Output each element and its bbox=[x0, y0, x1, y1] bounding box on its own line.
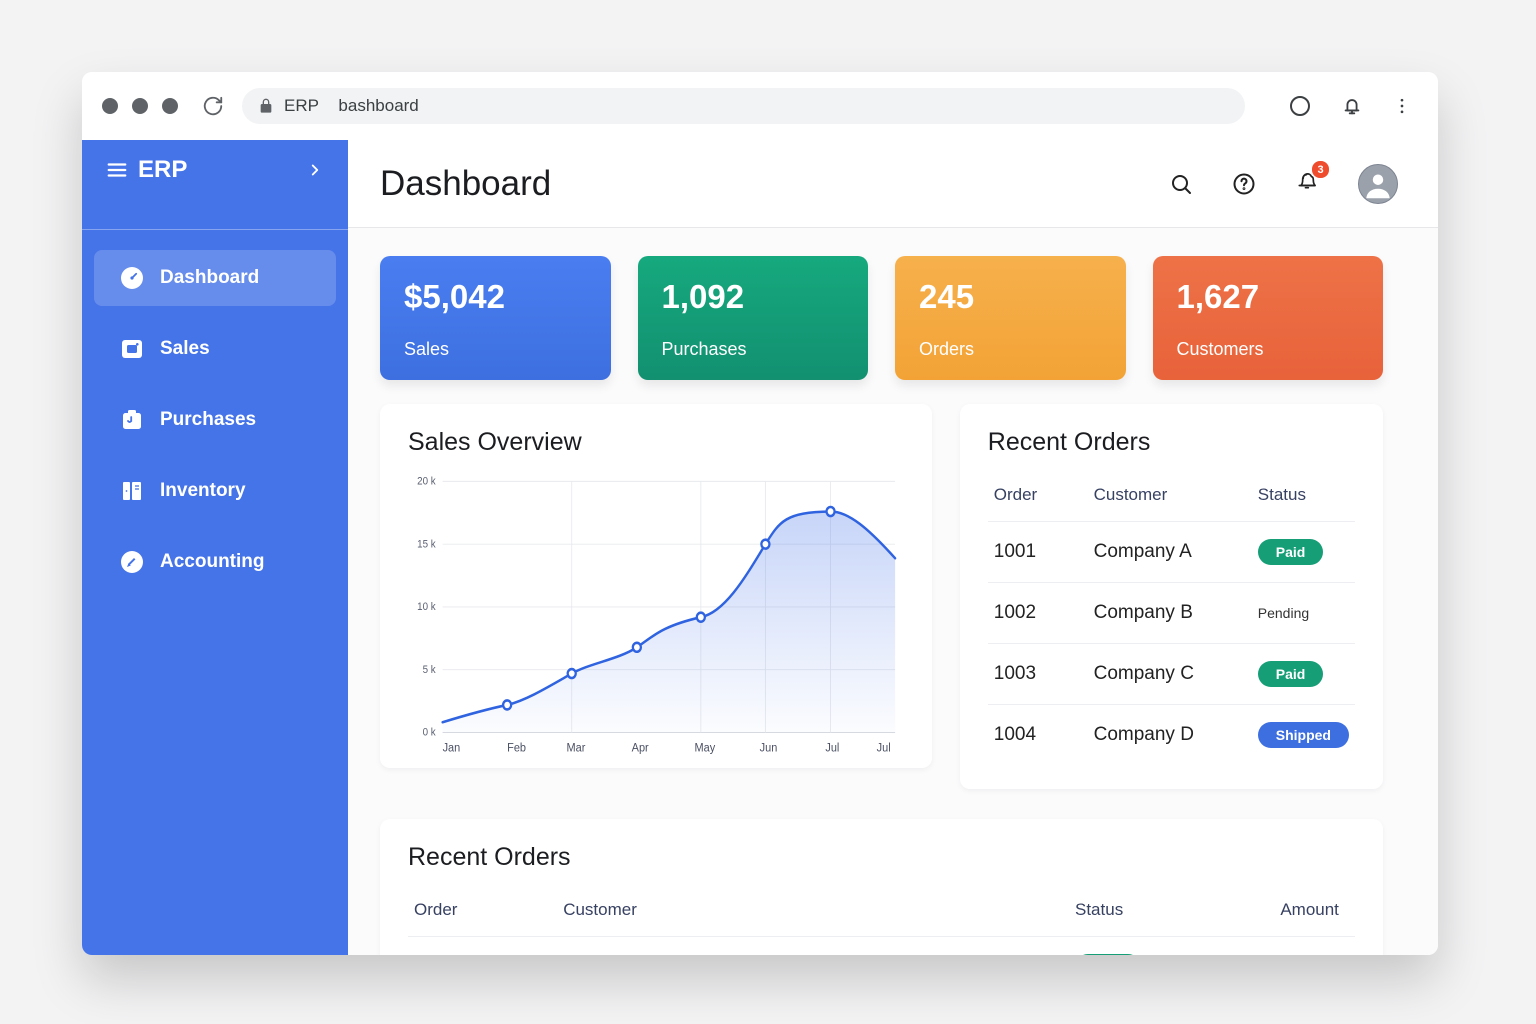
svg-text:Jun: Jun bbox=[760, 742, 778, 755]
svg-text:20 k: 20 k bbox=[417, 476, 436, 488]
svg-text:Mar: Mar bbox=[567, 742, 586, 755]
svg-text:0 k: 0 k bbox=[423, 727, 437, 739]
svg-text:Feb: Feb bbox=[507, 742, 526, 755]
svg-text:Apr: Apr bbox=[632, 742, 649, 755]
svg-text:15 k: 15 k bbox=[417, 539, 436, 551]
svg-text:5 k: 5 k bbox=[423, 664, 437, 676]
svg-text:Jan: Jan bbox=[443, 742, 461, 755]
svg-text:Jul: Jul bbox=[877, 742, 891, 755]
svg-text:Jul: Jul bbox=[825, 742, 839, 755]
svg-text:May: May bbox=[695, 742, 716, 755]
svg-text:10 k: 10 k bbox=[417, 602, 436, 614]
